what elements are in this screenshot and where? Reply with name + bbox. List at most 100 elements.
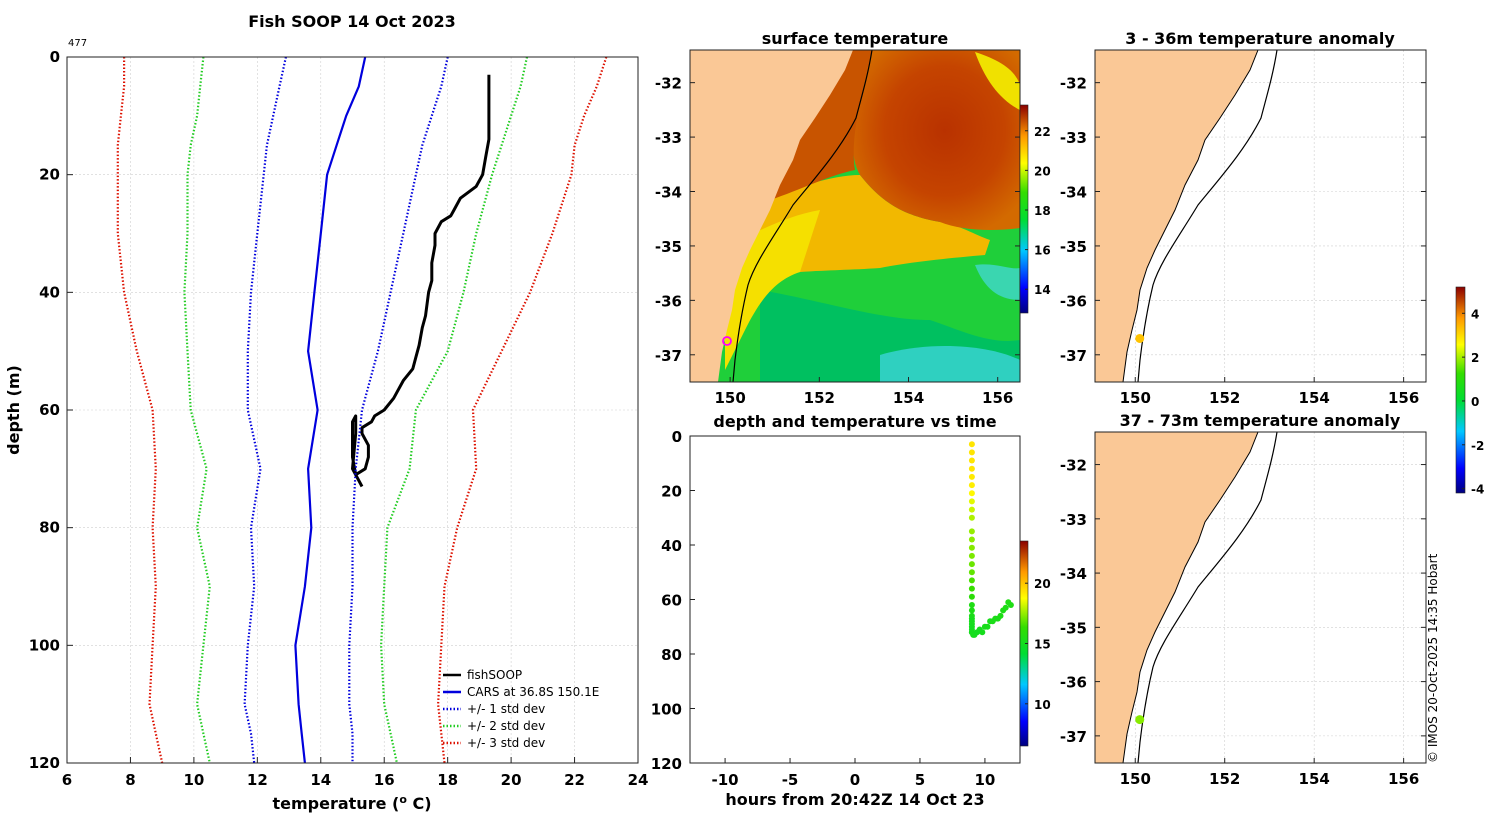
profile-x-tick-label: 18 (437, 771, 458, 789)
sst-x-tick-label: 150 (714, 389, 745, 407)
anom1-x-tick-label: 156 (1388, 389, 1419, 407)
anomaly-colorbar-tick-label: 4 (1471, 307, 1479, 321)
sst-y-tick-label: -35 (655, 238, 682, 256)
anom2-drop-point (1135, 715, 1145, 725)
anom1-drop-point (1135, 333, 1145, 343)
time-point (968, 585, 975, 592)
time-title: depth and temperature vs time (713, 412, 996, 431)
time-point (1002, 604, 1009, 611)
anom1-y-tick-label: -32 (1060, 75, 1087, 93)
time-x-tick-label: -10 (712, 771, 739, 789)
anom1-y-tick-label: -37 (1060, 347, 1087, 365)
time-y-tick-label: 0 (672, 428, 682, 446)
surface-temperature-panel: surface temperature 150 152 154 156 -32 -33 -3… (655, 29, 1051, 407)
time-point (968, 561, 975, 568)
sst-colorbar-tick-label: 20 (1034, 164, 1051, 178)
time-point (968, 473, 975, 480)
sst-colorbar-ticks: 22 20 18 16 14 (1025, 125, 1051, 297)
time-y-tick-label: 100 (651, 701, 682, 719)
profile-x-tick-label: 8 (125, 771, 135, 789)
anom2-y-tick-label: -36 (1060, 674, 1087, 692)
time-x-tick-label: -5 (782, 771, 799, 789)
time-point (997, 612, 1004, 619)
time-point (968, 577, 975, 584)
profile-y-tick-label: 100 (29, 636, 60, 654)
profile-series--3-std (116, 57, 164, 763)
profile-series-cars (294, 57, 367, 763)
legend-label-std2: +/- 2 std dev (467, 719, 545, 733)
profile-series (116, 57, 608, 763)
time-point (968, 544, 975, 551)
anom2-y-tick-label: -33 (1060, 511, 1087, 529)
time-y-tick-label: 80 (661, 646, 682, 664)
anom1-title: 3 - 36m temperature anomaly (1125, 29, 1395, 48)
profile-x-label: temperature (o C) (272, 793, 431, 814)
credit-text: © IMOS 20-Oct-2025 14:35 Hobart (1426, 553, 1440, 763)
profile-x-tick-label: 14 (310, 771, 331, 789)
sst-land (690, 50, 853, 382)
time-x-tick-label: 10 (974, 771, 995, 789)
time-point (968, 514, 975, 521)
sst-y-tick-label: -34 (655, 184, 682, 202)
anom1-y-tick-label: -34 (1060, 184, 1087, 202)
profile-x-tick-label: 20 (501, 771, 522, 789)
anom1-gridlines (1095, 50, 1426, 382)
profile-series--2-std (183, 57, 211, 763)
profile-series--1-std (243, 57, 287, 763)
time-x-label: hours from 20:42Z 14 Oct 23 (725, 790, 984, 809)
profile-x-tick-label: 6 (62, 771, 72, 789)
anom2-axes-box (1094, 431, 1427, 764)
anomaly-colorbar-tick-label: 2 (1471, 351, 1479, 365)
time-point (968, 457, 975, 464)
anom1-coastline (1122, 50, 1259, 382)
profile-y-ticks: 0 20 40 60 80 100 120 (29, 48, 73, 772)
time-point (968, 528, 975, 535)
time-point (968, 607, 975, 614)
profile-x-label-sup: o (399, 793, 407, 806)
anom1-points (1135, 333, 1145, 343)
anomaly-colorbar-ticks: 4 2 0 -2 -4 (1462, 307, 1484, 497)
profile-series-fishsoop (351, 74, 491, 488)
profile-y-tick-label: 20 (39, 166, 60, 184)
anom2-x-tick-label: 152 (1209, 770, 1240, 788)
anom1-land (1095, 50, 1258, 382)
profile-x-label-main: temperature ( (272, 794, 399, 813)
sst-x-tick-label: 156 (982, 389, 1013, 407)
profile-y-tick-label: 60 (39, 401, 60, 419)
legend-label-std3: +/- 3 std dev (467, 736, 545, 750)
profile-legend: fishSOOP CARS at 36.8S 150.1E +/- 1 std … (443, 668, 599, 750)
anom2-x-tick-label: 156 (1388, 770, 1419, 788)
anomaly-colorbar-tick-label: 0 (1471, 395, 1479, 409)
sst-colorbar-tick-label: 16 (1034, 244, 1051, 258)
profile-x-label-tail: C) (407, 794, 432, 813)
time-x-tick-label: 0 (850, 771, 860, 789)
profile-series--3-std (437, 57, 608, 763)
sst-eac-current (770, 50, 872, 200)
profile-y-tick-label: 120 (29, 754, 60, 772)
anom2-title: 37 - 73m temperature anomaly (1120, 411, 1401, 430)
time-y-tick-label: 60 (661, 592, 682, 610)
sst-ticks: 150 152 154 156 -32 -33 -34 -35 -36 -37 (655, 75, 1020, 407)
anom2-y-tick-label: -34 (1060, 565, 1087, 583)
sst-y-tick-label: -36 (655, 292, 682, 310)
sst-colorbar-tick-label: 22 (1034, 125, 1051, 139)
profile-y-label: depth (m) (4, 365, 23, 455)
anom2-y-tick-label: -32 (1060, 457, 1087, 475)
time-point (968, 552, 975, 559)
profile-y-tick-label: 0 (50, 48, 60, 66)
sst-cyan-patch (880, 345, 1020, 382)
anomaly-colorbar-tick-label: -4 (1471, 483, 1484, 497)
sst-y-tick-label: -32 (655, 75, 682, 93)
time-point (984, 623, 991, 630)
anom2-y-tick-label: -37 (1060, 728, 1087, 746)
profile-series--2-std (380, 57, 529, 763)
anom1-x-tick-label: 154 (1299, 389, 1330, 407)
sst-colorbar (1019, 104, 1029, 314)
time-y-tick-label: 40 (661, 537, 682, 555)
profile-annotation: 477 (68, 38, 87, 49)
sst-warm-water (745, 175, 990, 295)
profile-title: Fish SOOP 14 Oct 2023 (248, 12, 456, 31)
time-y-tick-label: 120 (651, 755, 682, 773)
